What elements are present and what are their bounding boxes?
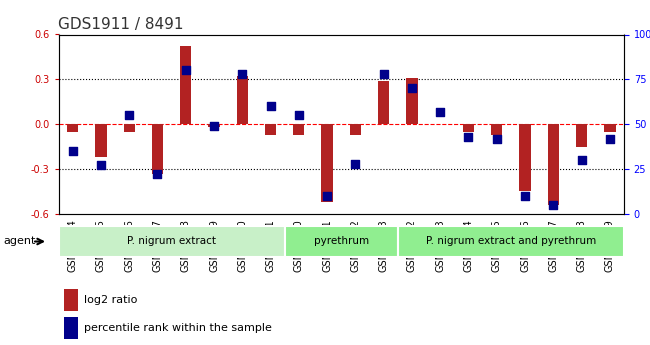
Text: P. nigrum extract: P. nigrum extract — [127, 237, 216, 246]
Bar — [350, 124, 361, 135]
Bar — [378, 81, 389, 124]
Point — [68, 148, 78, 154]
FancyBboxPatch shape — [285, 226, 398, 257]
Bar — [576, 124, 587, 147]
Point — [237, 71, 248, 77]
Bar — [406, 78, 417, 124]
Bar — [96, 124, 107, 157]
Point — [407, 86, 417, 91]
Bar — [519, 124, 530, 191]
Bar — [491, 124, 502, 135]
Point — [294, 112, 304, 118]
Point — [577, 157, 587, 163]
Text: pyrethrum: pyrethrum — [314, 237, 369, 246]
Bar — [64, 289, 78, 311]
Point — [96, 163, 106, 168]
Bar — [180, 47, 191, 124]
Point — [209, 123, 219, 129]
Text: agent: agent — [3, 237, 35, 246]
Text: P. nigrum extract and pyrethrum: P. nigrum extract and pyrethrum — [426, 237, 596, 246]
Bar — [124, 124, 135, 132]
Text: log2 ratio: log2 ratio — [84, 295, 137, 305]
Point — [152, 172, 162, 177]
FancyBboxPatch shape — [398, 226, 624, 257]
Point — [604, 136, 615, 141]
Bar — [237, 76, 248, 124]
Point — [491, 136, 502, 141]
Point — [265, 104, 276, 109]
Bar — [265, 124, 276, 135]
Bar — [64, 317, 78, 339]
Point — [378, 71, 389, 77]
Bar — [322, 124, 333, 202]
Point — [322, 193, 332, 199]
Point — [181, 68, 191, 73]
Bar — [293, 124, 304, 135]
Point — [548, 202, 558, 208]
Bar — [67, 124, 78, 132]
Point — [435, 109, 445, 115]
Point — [463, 134, 474, 139]
Point — [124, 112, 135, 118]
Text: GDS1911 / 8491: GDS1911 / 8491 — [58, 17, 184, 32]
Bar — [463, 124, 474, 132]
Bar — [209, 124, 220, 127]
Bar — [152, 124, 163, 174]
Point — [520, 193, 530, 199]
Bar — [604, 124, 616, 132]
Point — [350, 161, 361, 166]
Text: percentile rank within the sample: percentile rank within the sample — [84, 323, 272, 333]
FancyBboxPatch shape — [58, 226, 285, 257]
Bar — [548, 124, 559, 205]
